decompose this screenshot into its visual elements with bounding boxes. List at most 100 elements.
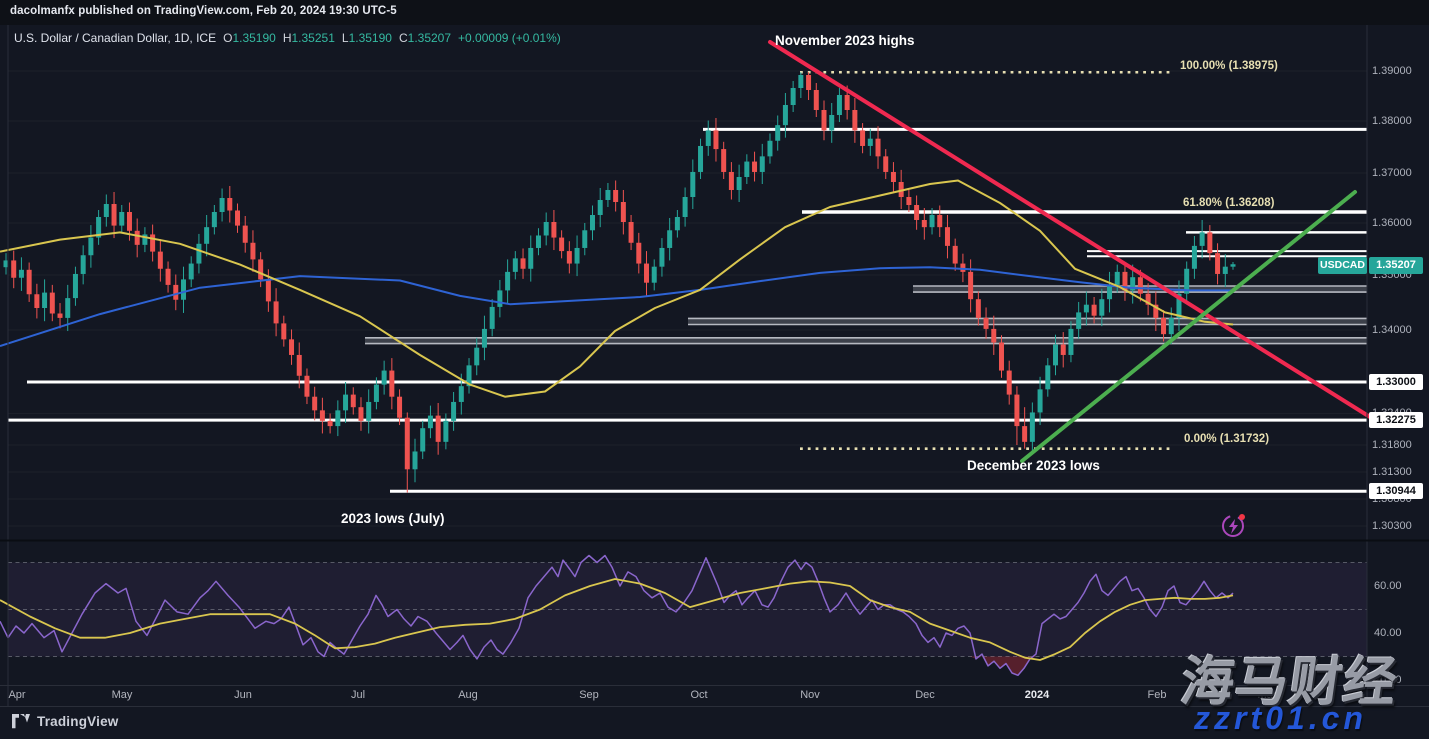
candle-body <box>1107 284 1113 300</box>
candle-body <box>1122 271 1128 291</box>
time-tick-label: Nov <box>800 689 820 701</box>
candle-body <box>1168 317 1174 335</box>
candle-body <box>790 88 796 105</box>
candle-body <box>952 245 958 264</box>
candle-body <box>366 401 372 421</box>
candle-body <box>219 198 225 212</box>
price-tick-label: 1.36000 <box>1372 216 1412 229</box>
candle-body <box>1029 412 1035 442</box>
candle-body <box>1114 271 1120 285</box>
ohlc-value: 1.35190 <box>232 31 276 45</box>
candle-body <box>674 217 680 231</box>
annotation-december-lows: December 2023 lows <box>967 458 1100 473</box>
candle-body <box>227 198 233 211</box>
tradingview-logo[interactable]: TradingView <box>12 714 118 729</box>
tradingview-logo-icon <box>12 714 30 729</box>
candle-body <box>26 269 32 295</box>
candle-body <box>49 292 55 314</box>
candle-body <box>782 105 788 126</box>
candle-body <box>721 149 727 172</box>
candle-body <box>1199 232 1205 246</box>
candle-body <box>489 306 495 329</box>
candle-body <box>659 247 665 267</box>
candle-body <box>1207 232 1213 254</box>
candle-body <box>381 370 387 385</box>
candle-body <box>698 145 704 172</box>
time-tick-label: Apr <box>8 689 26 701</box>
price-tick-label: 1.37000 <box>1372 166 1412 179</box>
ohlc-values: O1.35190 H1.35251 L1.35190 C1.35207 <box>216 31 451 45</box>
candle-body <box>1222 266 1228 274</box>
candle-body <box>1083 304 1089 313</box>
candle-body <box>458 386 464 402</box>
candle-body <box>705 130 711 146</box>
candle-body <box>505 271 511 291</box>
last-price-badge: 1.35207 <box>1369 257 1423 274</box>
candle-body <box>1060 344 1066 355</box>
candle-body <box>983 317 989 329</box>
rsi-tick-label: 60.00 <box>1374 579 1402 592</box>
candle-body <box>559 237 565 252</box>
ma-fast-line[interactable] <box>0 179 1234 398</box>
candle-body <box>543 222 549 236</box>
candle-body <box>258 259 264 280</box>
lightning-bolt-icon <box>1229 519 1238 534</box>
time-tick-label: Sep <box>579 689 599 701</box>
time-tick-label: May <box>111 689 133 701</box>
attribution-text: dacolmanfx published on TradingView.com,… <box>10 5 397 17</box>
candle-body <box>1230 264 1236 267</box>
time-tick-label: Jul <box>350 689 366 701</box>
candle-body <box>1053 344 1059 366</box>
candle-body <box>412 451 418 470</box>
candle-body <box>875 138 881 157</box>
ohlc-key: L <box>341 31 349 45</box>
candle-body <box>574 247 580 264</box>
ohlc-key: C <box>398 31 408 45</box>
candle-body <box>813 90 819 110</box>
candle-body <box>188 263 194 280</box>
candle-body <box>451 401 457 421</box>
candle-body <box>358 407 364 421</box>
candle-body <box>921 220 927 228</box>
candle-body <box>211 212 217 228</box>
symbol-title: U.S. Dollar / Canadian Dollar, 1D, ICE <box>14 31 217 45</box>
candle-body <box>1037 389 1043 413</box>
candle-body <box>235 210 241 226</box>
time-tick-label: Mar <box>1257 689 1277 701</box>
candle-body <box>929 215 935 228</box>
candle-body <box>497 290 503 307</box>
candle-body <box>119 212 125 226</box>
candle-body <box>975 299 981 318</box>
candle-body <box>443 420 449 442</box>
candle-body <box>150 234 156 252</box>
candle-body <box>1045 365 1051 390</box>
sr-zone[interactable] <box>688 318 1367 325</box>
candle-body <box>173 284 179 300</box>
candle-body <box>350 394 356 408</box>
candle-body <box>883 156 889 172</box>
candle-body <box>296 354 302 376</box>
annotation-july-lows: 2023 lows (July) <box>341 511 445 526</box>
symbol-legend[interactable]: U.S. Dollar / Canadian Dollar, 1D, ICE O1… <box>14 31 561 45</box>
candle-body <box>960 263 966 272</box>
candle-body <box>1022 426 1028 442</box>
candle-body <box>312 396 318 411</box>
boost-icon[interactable] <box>1222 514 1245 537</box>
candle-body <box>265 279 271 302</box>
candle-body <box>860 130 866 146</box>
candle-body <box>1130 277 1136 291</box>
candle-body <box>1068 328 1074 355</box>
fib-label-0: 0.00% (1.31732) <box>1184 433 1270 445</box>
candle-body <box>1191 245 1197 269</box>
rsi-ma-line[interactable] <box>0 578 1234 661</box>
rsi-line[interactable] <box>0 554 1234 677</box>
candle-body <box>142 234 148 245</box>
trendline-uptrend[interactable] <box>1020 190 1357 463</box>
ma-slow-line[interactable] <box>0 266 1233 348</box>
sr-zone[interactable] <box>365 337 1367 344</box>
candle-body <box>420 428 426 452</box>
candle-body <box>273 301 279 324</box>
candle-body <box>806 75 812 90</box>
trendline-downtrend[interactable] <box>768 40 1372 419</box>
